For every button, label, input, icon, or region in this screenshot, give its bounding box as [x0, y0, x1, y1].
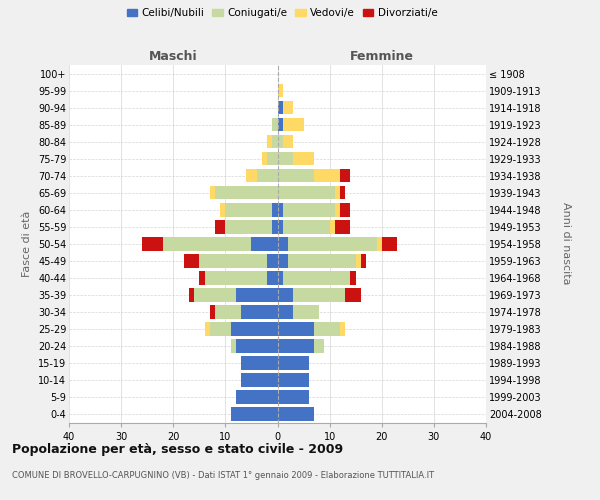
Bar: [257, 169, 277, 182]
Bar: [246, 169, 257, 182]
Bar: [277, 135, 283, 148]
Bar: [314, 169, 340, 182]
Bar: [215, 186, 277, 200]
Bar: [335, 203, 340, 216]
Bar: [241, 373, 277, 387]
Legend: Celibi/Nubili, Coniugati/e, Vedovi/e, Divorziati/e: Celibi/Nubili, Coniugati/e, Vedovi/e, Di…: [122, 4, 442, 22]
Bar: [272, 135, 277, 148]
Bar: [277, 254, 288, 268]
Bar: [251, 237, 277, 250]
Bar: [340, 203, 350, 216]
Bar: [267, 271, 277, 284]
Bar: [277, 356, 309, 370]
Bar: [350, 271, 356, 284]
Bar: [184, 254, 199, 268]
Text: Popolazione per età, sesso e stato civile - 2009: Popolazione per età, sesso e stato civil…: [12, 442, 343, 456]
Bar: [267, 135, 272, 148]
Bar: [215, 305, 241, 318]
Bar: [335, 186, 340, 200]
Bar: [283, 203, 335, 216]
Bar: [277, 237, 288, 250]
Bar: [210, 186, 215, 200]
Bar: [277, 169, 314, 182]
Bar: [262, 152, 267, 166]
Bar: [283, 271, 350, 284]
Bar: [194, 288, 236, 302]
Bar: [277, 288, 293, 302]
Y-axis label: Anni di nascita: Anni di nascita: [561, 202, 571, 285]
Bar: [335, 220, 350, 234]
Bar: [241, 305, 277, 318]
Bar: [267, 254, 277, 268]
Bar: [199, 271, 205, 284]
Bar: [340, 186, 345, 200]
Bar: [272, 118, 277, 132]
Bar: [340, 322, 345, 336]
Bar: [241, 356, 277, 370]
Bar: [277, 186, 335, 200]
Bar: [210, 305, 215, 318]
Bar: [314, 322, 340, 336]
Bar: [288, 254, 356, 268]
Bar: [277, 220, 283, 234]
Bar: [205, 322, 210, 336]
Bar: [205, 271, 267, 284]
Bar: [272, 220, 277, 234]
Bar: [277, 373, 309, 387]
Bar: [163, 237, 251, 250]
Bar: [199, 254, 267, 268]
Bar: [210, 322, 230, 336]
Bar: [277, 322, 314, 336]
Bar: [277, 305, 293, 318]
Bar: [345, 288, 361, 302]
Bar: [277, 118, 283, 132]
Bar: [283, 118, 304, 132]
Bar: [293, 288, 345, 302]
Bar: [277, 271, 283, 284]
Bar: [226, 220, 272, 234]
Bar: [277, 101, 283, 114]
Bar: [230, 407, 277, 421]
Bar: [230, 339, 236, 352]
Y-axis label: Fasce di età: Fasce di età: [22, 210, 32, 277]
Text: Maschi: Maschi: [149, 50, 197, 64]
Bar: [215, 220, 226, 234]
Bar: [277, 390, 309, 404]
Bar: [236, 390, 277, 404]
Bar: [226, 203, 272, 216]
Bar: [283, 135, 293, 148]
Bar: [314, 339, 325, 352]
Bar: [189, 288, 194, 302]
Bar: [283, 101, 293, 114]
Bar: [329, 220, 335, 234]
Bar: [283, 220, 329, 234]
Text: COMUNE DI BROVELLO-CARPUGNINO (VB) - Dati ISTAT 1° gennaio 2009 - Elaborazione T: COMUNE DI BROVELLO-CARPUGNINO (VB) - Dat…: [12, 471, 434, 480]
Bar: [230, 322, 277, 336]
Text: Femmine: Femmine: [350, 50, 414, 64]
Bar: [142, 237, 163, 250]
Bar: [340, 169, 350, 182]
Bar: [220, 203, 226, 216]
Bar: [356, 254, 361, 268]
Bar: [293, 152, 314, 166]
Bar: [236, 288, 277, 302]
Bar: [293, 305, 319, 318]
Bar: [272, 203, 277, 216]
Bar: [277, 339, 314, 352]
Bar: [236, 339, 277, 352]
Bar: [277, 152, 293, 166]
Bar: [277, 407, 314, 421]
Bar: [288, 237, 377, 250]
Bar: [377, 237, 382, 250]
Bar: [267, 152, 277, 166]
Bar: [361, 254, 366, 268]
Bar: [277, 84, 283, 98]
Bar: [277, 203, 283, 216]
Bar: [382, 237, 397, 250]
